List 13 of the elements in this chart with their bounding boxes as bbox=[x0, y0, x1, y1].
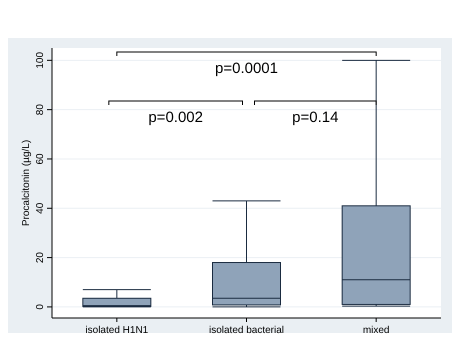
y-axis-title: Procalcitonin (µg/L) bbox=[21, 140, 32, 226]
y-tick-label: 40 bbox=[35, 202, 46, 214]
annotation: p=0.0001 bbox=[215, 60, 278, 77]
y-tick-label: 0 bbox=[35, 304, 46, 310]
x-tick-label: mixed bbox=[362, 325, 390, 336]
y-tick-label: 20 bbox=[35, 252, 46, 264]
y-tick-label: 60 bbox=[35, 152, 46, 165]
y-tick-label: 80 bbox=[35, 104, 46, 116]
x-tick-label: isolated bacterial bbox=[208, 325, 284, 336]
annotation: p=0.002 bbox=[148, 109, 203, 126]
annotation: p=0.14 bbox=[292, 109, 338, 126]
y-tick-label: 100 bbox=[35, 52, 46, 69]
x-tick-label: isolated H1N1 bbox=[85, 325, 149, 336]
